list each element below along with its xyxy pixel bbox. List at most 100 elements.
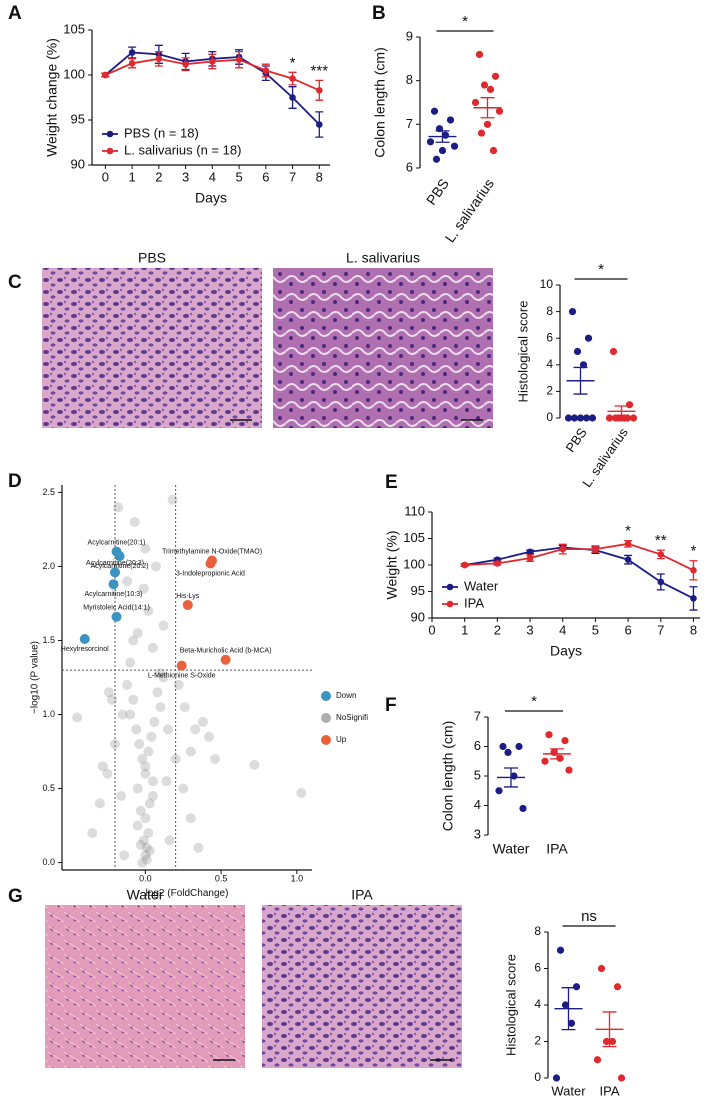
point: [140, 813, 151, 824]
point: [140, 850, 151, 861]
point: [565, 766, 573, 774]
point: [249, 759, 260, 770]
point: [132, 783, 143, 794]
y-tick-label: 8: [406, 72, 413, 87]
point: [141, 854, 152, 865]
point: [561, 1001, 570, 1009]
point: [690, 567, 697, 574]
y-tick-label: 10: [540, 277, 554, 291]
y-tick-label: 5: [474, 767, 481, 782]
point: [572, 983, 581, 991]
point-label: Hexylresorcinol: [61, 646, 109, 653]
x-tick-label: 4: [559, 622, 566, 637]
point: [103, 687, 114, 698]
y-axis-label: Colon length (cm): [440, 721, 456, 832]
point: [471, 98, 480, 107]
point: [128, 49, 136, 56]
point: [141, 842, 152, 853]
point: [316, 121, 323, 128]
point: [147, 776, 158, 787]
point: [140, 761, 151, 772]
x-tick-label: 0.5: [215, 873, 228, 883]
point: [131, 724, 142, 735]
x-axis-label: Days: [550, 643, 582, 659]
point: [138, 583, 149, 594]
point: [117, 709, 128, 720]
point: [114, 551, 125, 562]
panel-label: G: [8, 886, 23, 907]
point: [163, 724, 174, 735]
point: [167, 494, 178, 505]
point: [541, 757, 549, 765]
point: [132, 820, 143, 831]
point: [161, 776, 172, 787]
x-tick-label: 1.0: [291, 873, 304, 883]
point: [491, 72, 500, 80]
x-tick-label: 5: [592, 622, 599, 637]
point: [134, 739, 145, 750]
sem-bar: [561, 987, 576, 1031]
legend-label: Water: [464, 578, 499, 593]
y-tick-label: 0: [534, 1070, 541, 1084]
point: [155, 702, 166, 713]
point: [475, 50, 484, 59]
x-tick-label: 2: [155, 169, 162, 184]
y-tick-label: 0.5: [42, 783, 55, 793]
point: [584, 334, 593, 342]
y-tick-label: 0: [546, 410, 553, 424]
y-tick-label: 0.0: [42, 857, 55, 867]
point: [108, 579, 119, 590]
y-tick-label: 95: [71, 111, 85, 126]
point: [552, 1074, 561, 1082]
legend-label: Down: [336, 691, 356, 700]
point: [593, 1056, 602, 1064]
point-label: Acylcarnitine(20:2): [91, 563, 149, 570]
point: [499, 742, 507, 751]
point: [624, 556, 632, 563]
point: [438, 146, 447, 155]
point-label: His-Lys: [176, 593, 200, 600]
legend-marker: [321, 735, 331, 745]
point: [110, 567, 121, 578]
x-tick-label: 1: [128, 169, 135, 184]
point: [220, 654, 231, 665]
point: [111, 611, 122, 622]
y-tick-label: 2: [546, 384, 553, 398]
point: [173, 679, 184, 690]
y-tick-label: 3: [474, 826, 481, 841]
point: [289, 75, 296, 82]
legend-marker: [321, 691, 331, 701]
image-title: IPA: [351, 887, 373, 903]
point: [110, 739, 121, 750]
point-label: Acylcarnitine(20:3): [86, 560, 144, 567]
legend-label: Up: [336, 735, 347, 744]
point: [495, 787, 503, 795]
point: [235, 56, 243, 63]
x-tick-label: 1: [461, 622, 468, 637]
y-tick-label: 9: [406, 28, 413, 43]
point: [495, 107, 504, 115]
panel-label: A: [8, 3, 22, 24]
y-tick-label: 4: [474, 797, 481, 812]
point: [179, 702, 190, 713]
point: [526, 548, 534, 556]
series-line: [464, 542, 694, 572]
y-tick-label: 6: [406, 159, 413, 174]
point: [140, 768, 151, 779]
x-tick-label: 0: [428, 622, 435, 637]
point: [164, 835, 175, 846]
point: [119, 850, 130, 861]
point: [432, 155, 441, 163]
panel-label: F: [385, 695, 397, 716]
x-tick-label: 6: [624, 622, 631, 637]
legend-marker: [446, 600, 454, 608]
legend-label: PBS (n = 18): [124, 125, 199, 140]
point: [316, 87, 323, 94]
y-tick-label: 90: [411, 609, 425, 624]
y-tick-label: 1.0: [42, 709, 55, 719]
point: [87, 827, 98, 838]
y-tick-label: 6: [546, 330, 553, 344]
point: [559, 545, 567, 553]
point: [102, 768, 113, 779]
